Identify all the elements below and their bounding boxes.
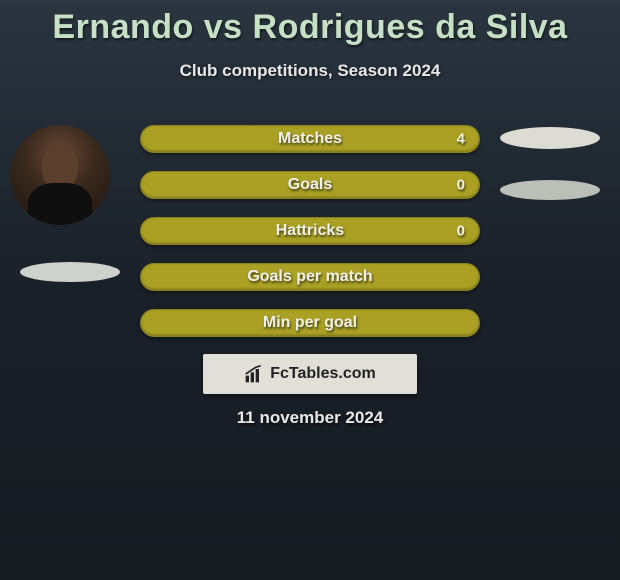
player-left-avatar	[10, 125, 110, 225]
stat-bar-goals: Goals 0	[140, 171, 480, 199]
stats-bars: Matches 4 Goals 0 Hattricks 0 Goals per …	[140, 125, 480, 355]
stat-bar-hattricks: Hattricks 0	[140, 217, 480, 245]
stat-label: Min per goal	[263, 314, 357, 332]
player-left-shadow	[20, 262, 120, 282]
stat-label: Goals	[288, 176, 332, 194]
stat-bar-goals-per-match: Goals per match	[140, 263, 480, 291]
stat-bar-min-per-goal: Min per goal	[140, 309, 480, 337]
stat-label: Matches	[278, 130, 342, 148]
stat-bar-matches: Matches 4	[140, 125, 480, 153]
stat-value: 4	[457, 131, 465, 148]
chart-icon	[244, 364, 264, 384]
stat-value: 0	[457, 177, 465, 194]
date-label: 11 november 2024	[0, 408, 620, 428]
player-right-avatar	[500, 127, 600, 149]
logo-text: FcTables.com	[270, 365, 376, 383]
subtitle: Club competitions, Season 2024	[0, 61, 620, 81]
page-title: Ernando vs Rodrigues da Silva	[0, 0, 620, 47]
stat-label: Goals per match	[247, 268, 372, 286]
player-right-shadow	[500, 180, 600, 200]
stat-label: Hattricks	[276, 222, 344, 240]
fctables-logo[interactable]: FcTables.com	[203, 354, 417, 394]
stat-value: 0	[457, 223, 465, 240]
